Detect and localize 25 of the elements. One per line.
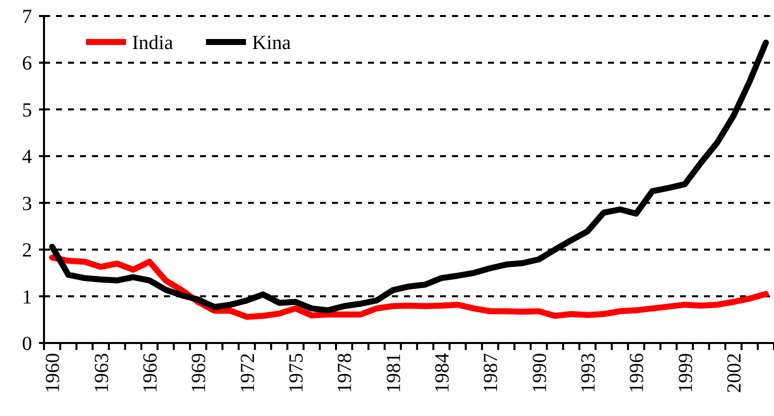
y-tick-label: 3 — [22, 192, 32, 215]
x-tick-label: 1981 — [382, 353, 405, 393]
y-tick-label: 2 — [22, 240, 32, 262]
x-tick-label: 1984 — [431, 353, 454, 393]
x-tick-label: 1963 — [90, 353, 113, 393]
x-tick-label: 1987 — [480, 353, 502, 393]
x-tick-label: 1993 — [577, 353, 600, 393]
x-tick-label: 1972 — [236, 353, 259, 393]
y-tick-label: 6 — [22, 52, 32, 75]
x-tick-label: 1975 — [285, 353, 308, 393]
x-tick-label: 1990 — [528, 353, 551, 393]
legend-label: Kina — [252, 32, 291, 54]
x-tick-label: 1969 — [188, 353, 210, 393]
legend-label: India — [132, 32, 174, 54]
y-tick-label: 4 — [22, 146, 32, 168]
y-tick-label: 5 — [22, 99, 32, 122]
y-tick-label: 0 — [22, 333, 32, 355]
y-tick-label: 7 — [22, 6, 32, 28]
x-tick-label: 1996 — [626, 353, 648, 393]
x-tick-label: 1966 — [139, 353, 162, 393]
x-tick-label: 1999 — [674, 353, 697, 393]
y-tick-label: 1 — [22, 286, 32, 308]
x-tick-label: 1960 — [42, 353, 64, 393]
x-tick-label: 2002 — [723, 353, 746, 393]
x-tick-label: 1978 — [334, 353, 356, 393]
